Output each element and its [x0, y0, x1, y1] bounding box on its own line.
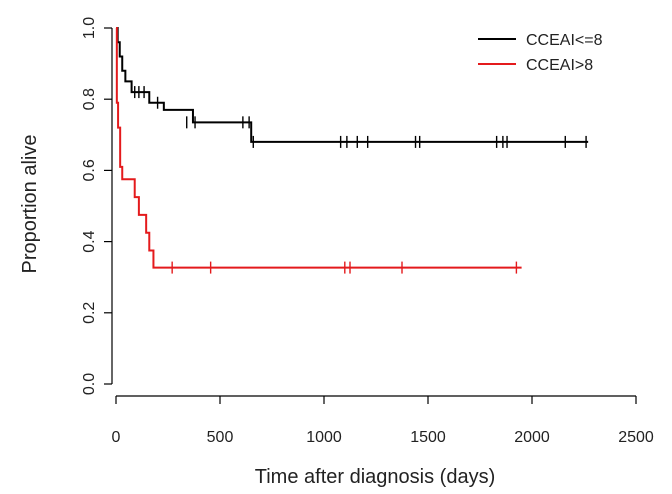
x-tick-label: 2500 — [618, 429, 654, 446]
y-tick-label: 0.4 — [81, 230, 98, 252]
y-tick-label: 0.0 — [81, 373, 98, 395]
legend: CCEAI<=8 CCEAI>8 — [478, 32, 603, 74]
x-tick-label: 1500 — [410, 429, 446, 446]
y-tick-label: 1.0 — [81, 17, 98, 39]
x-tick-label: 500 — [207, 429, 234, 446]
axes: 0 500 1000 1500 2000 2500 0.0 0.2 0.4 0.6 0.8 1.0 — [81, 17, 654, 446]
x-tick-label: 0 — [112, 429, 121, 446]
x-tick-label: 2000 — [514, 429, 550, 446]
y-tick-label: 0.8 — [81, 88, 98, 110]
y-ticks: 0.0 0.2 0.4 0.6 0.8 1.0 — [81, 17, 112, 395]
x-axis-title: Time after diagnosis (days) — [255, 466, 495, 488]
y-tick-label: 0.2 — [81, 302, 98, 324]
y-axis-title: Proportion alive — [19, 135, 41, 274]
legend-label-ccea-gt8: CCEAI>8 — [526, 57, 593, 74]
legend-label-ccea-le8: CCEAI<=8 — [526, 32, 603, 49]
plot-lines — [115, 27, 589, 274]
series-line-0 — [116, 27, 589, 143]
series-line-1 — [115, 27, 522, 269]
y-tick-label: 0.6 — [81, 159, 98, 181]
x-ticks: 0 500 1000 1500 2000 2500 — [112, 396, 654, 446]
x-tick-label: 1000 — [306, 429, 342, 446]
